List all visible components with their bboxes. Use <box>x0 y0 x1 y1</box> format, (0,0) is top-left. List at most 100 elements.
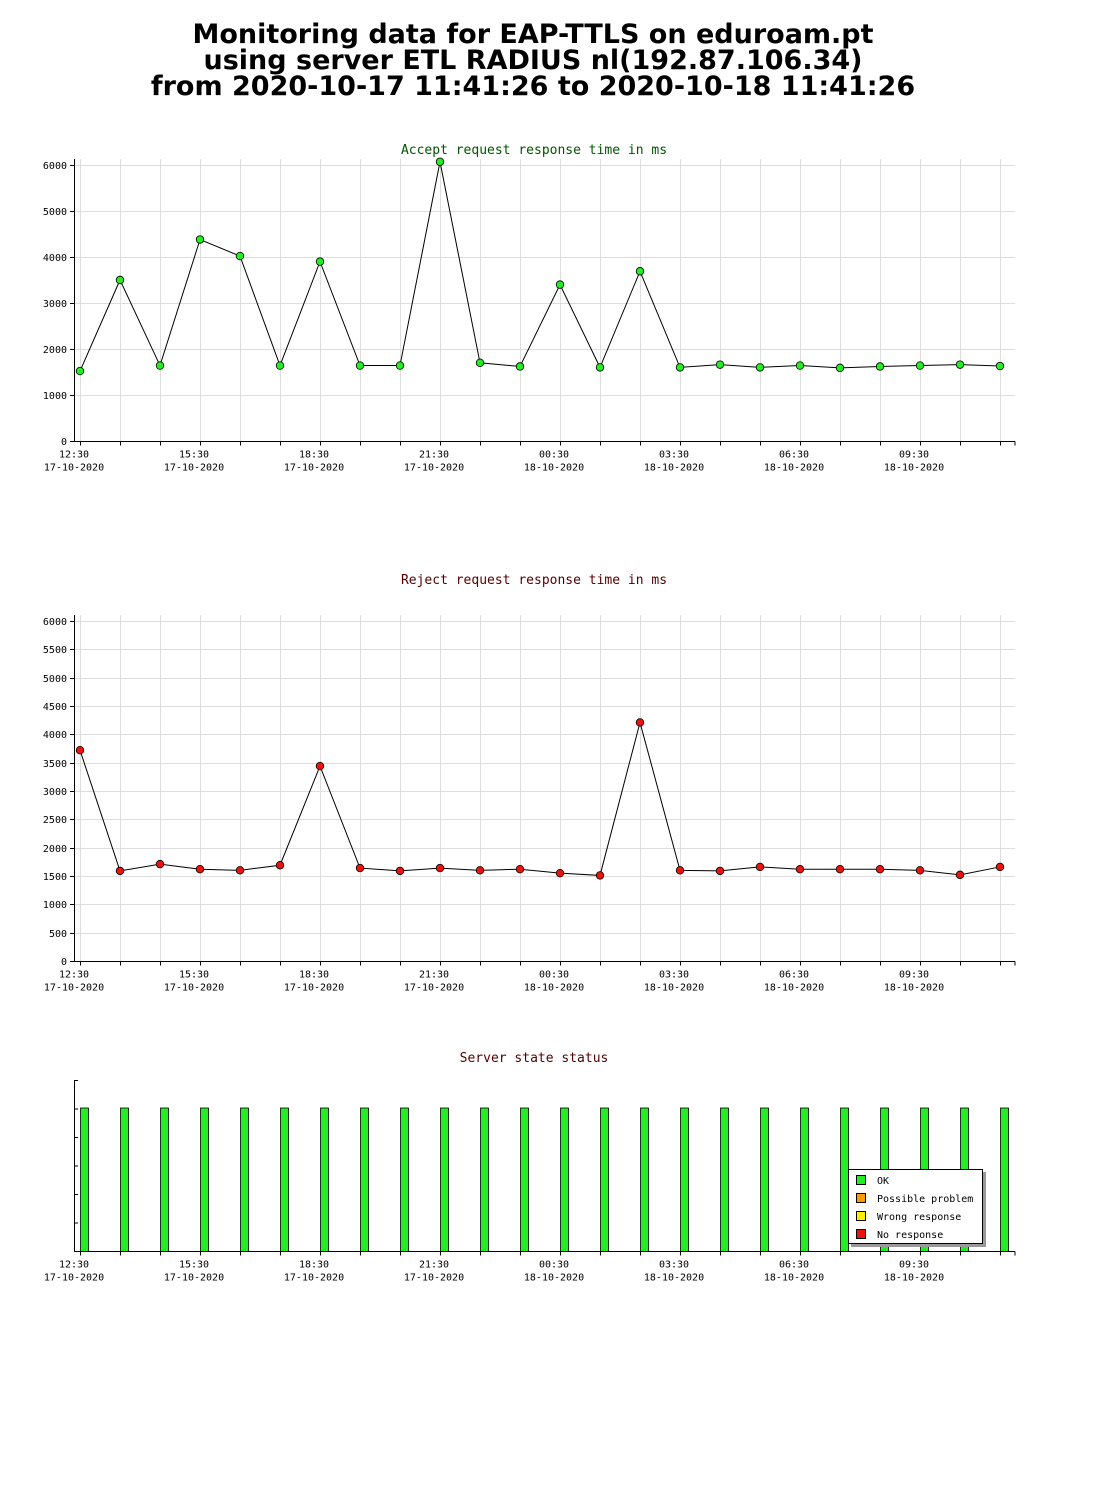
x-tick-time-label: 15:30 <box>179 970 209 981</box>
x-tick-date-label: 18-10-2020 <box>524 463 584 474</box>
data-point <box>275 361 285 370</box>
data-point <box>715 360 725 369</box>
status-bar <box>80 1107 89 1252</box>
chart-title: Server state status <box>460 1051 609 1066</box>
status-bar <box>1000 1107 1009 1252</box>
x-tick-date-label: 18-10-2020 <box>884 463 944 474</box>
status-bar <box>400 1107 409 1252</box>
status-bar <box>160 1107 169 1252</box>
x-tick-date-label: 17-10-2020 <box>44 463 104 474</box>
data-point <box>115 275 125 285</box>
data-point <box>435 863 445 873</box>
y-tick-label: 6000 <box>43 617 67 628</box>
x-tick-time-label: 09:30 <box>899 450 929 461</box>
x-tick-time-label: 00:30 <box>539 970 569 981</box>
x-tick-time-label: 15:30 <box>179 1260 209 1271</box>
status-bar <box>720 1107 729 1252</box>
x-tick-date-label: 18-10-2020 <box>884 983 944 994</box>
x-tick-time-label: 09:30 <box>899 970 929 981</box>
x-tick-time-label: 18:30 <box>299 450 329 461</box>
status-bar <box>640 1107 649 1252</box>
data-point <box>355 361 365 370</box>
x-tick-time-label: 03:30 <box>659 1260 689 1271</box>
data-point <box>315 761 325 771</box>
data-point <box>275 861 285 870</box>
legend-swatch <box>856 1211 866 1221</box>
data-point <box>595 363 605 372</box>
data-point <box>835 865 845 874</box>
data-point <box>395 361 405 370</box>
server-status-chart: Server state status 12:30 17-10-2020 15:30 1… <box>44 1051 1016 1284</box>
data-point <box>955 870 965 880</box>
data-point <box>875 865 885 874</box>
data-point <box>955 360 965 369</box>
data-point <box>995 862 1005 872</box>
data-point <box>155 361 165 370</box>
x-tick-time-label: 12:30 <box>59 1260 89 1271</box>
x-tick-time-label: 21:30 <box>419 970 449 981</box>
y-tick-label: 5500 <box>43 645 67 656</box>
y-tick-label: 5000 <box>43 674 67 685</box>
data-point <box>75 366 85 376</box>
x-tick-time-label: 03:30 <box>659 450 689 461</box>
data-point <box>515 865 525 874</box>
x-tick-date-label: 17-10-2020 <box>44 983 104 994</box>
page-title: Monitoring data for EAP-TTLS on eduroam.… <box>0 21 1066 100</box>
x-tick-time-label: 15:30 <box>179 450 209 461</box>
y-tick-label: 3000 <box>43 787 67 798</box>
x-tick-date-label: 17-10-2020 <box>164 983 224 994</box>
status-bar <box>560 1107 569 1252</box>
x-tick-date-label: 17-10-2020 <box>404 1273 464 1284</box>
data-point <box>595 871 605 880</box>
y-tick-label: 500 <box>49 929 67 940</box>
status-bar <box>280 1107 289 1252</box>
y-tick-label: 6000 <box>43 161 67 172</box>
chart-title: Reject request response time in ms <box>401 573 667 588</box>
data-point <box>755 363 765 372</box>
data-point <box>715 866 725 876</box>
status-bar <box>480 1107 489 1252</box>
data-point <box>915 866 925 875</box>
x-tick-date-label: 18-10-2020 <box>764 1273 824 1284</box>
y-tick-label: 4000 <box>43 730 67 741</box>
data-point <box>835 363 845 373</box>
x-tick-time-label: 18:30 <box>299 970 329 981</box>
data-point <box>195 865 205 874</box>
series-line <box>79 720 1001 876</box>
x-tick-date-label: 18-10-2020 <box>644 463 704 474</box>
data-point <box>675 866 685 875</box>
y-tick-label: 5000 <box>43 207 67 218</box>
x-tick-date-label: 18-10-2020 <box>644 1273 704 1284</box>
x-tick-date-label: 17-10-2020 <box>404 463 464 474</box>
data-point <box>675 363 685 372</box>
data-point <box>315 257 325 266</box>
data-point <box>75 746 85 755</box>
x-tick-time-label: 21:30 <box>419 450 449 461</box>
data-point <box>395 866 405 876</box>
x-tick-time-label: 21:30 <box>419 1260 449 1271</box>
legend-label: No response <box>877 1230 943 1241</box>
status-bar <box>600 1107 609 1252</box>
status-bar <box>760 1107 769 1252</box>
data-point <box>475 358 485 367</box>
x-tick-date-label: 17-10-2020 <box>164 463 224 474</box>
status-bar <box>440 1107 449 1252</box>
y-tick-label: 4000 <box>43 253 67 264</box>
y-tick-label: 1000 <box>43 900 67 911</box>
x-tick-time-label: 06:30 <box>779 450 809 461</box>
data-point <box>195 235 205 244</box>
accept-response-chart: Accept request response time in ms 0 1000 2… <box>43 143 1016 474</box>
y-tick-label: 2500 <box>43 815 67 826</box>
status-bar <box>240 1107 249 1252</box>
y-tick-label: 0 <box>61 957 67 968</box>
y-tick-label: 3500 <box>43 759 67 770</box>
data-point <box>795 865 805 874</box>
x-tick-date-label: 17-10-2020 <box>44 1273 104 1284</box>
legend-label: Possible problem <box>877 1194 973 1205</box>
data-point <box>515 362 525 371</box>
data-point <box>235 866 245 875</box>
data-point <box>755 862 765 872</box>
data-point <box>635 267 645 276</box>
x-tick-date-label: 18-10-2020 <box>884 1273 944 1284</box>
